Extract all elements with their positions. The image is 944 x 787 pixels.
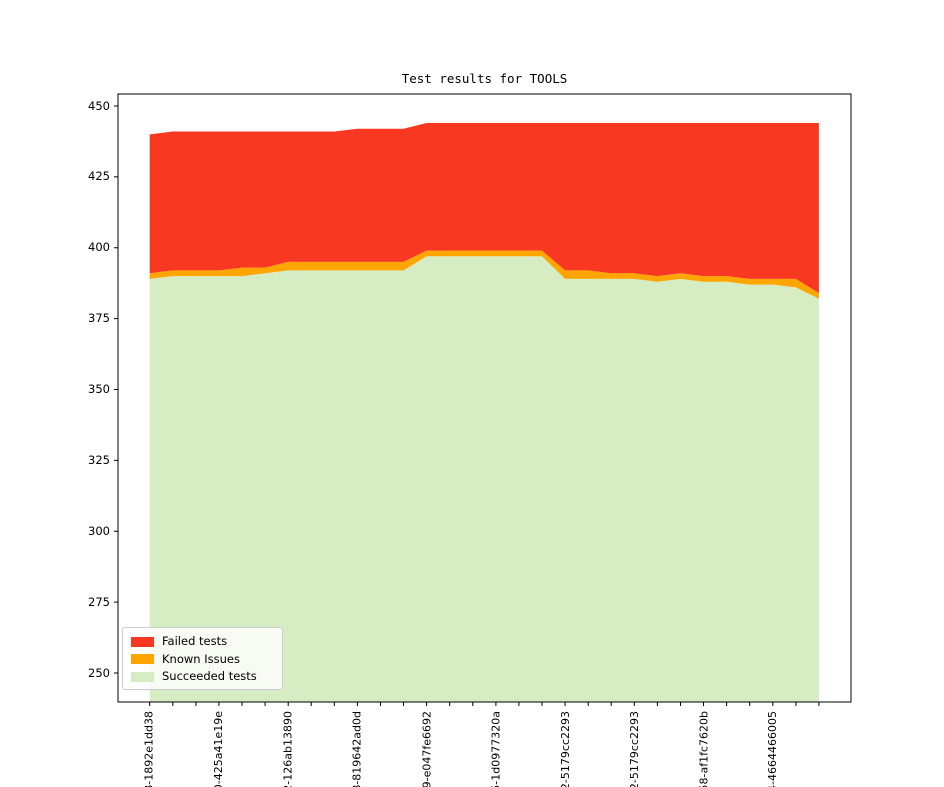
x-tick-label: 34-4664466005 <box>766 711 780 787</box>
y-tick-label: 425 <box>88 169 110 184</box>
y-tick-label: 400 <box>88 240 110 255</box>
x-tick-label: 35-1d0977320a <box>489 711 503 787</box>
legend-swatch-succeeded-tests <box>131 671 154 682</box>
legend-swatch-failed-tests <box>131 636 154 647</box>
y-tick-label: 375 <box>88 311 110 326</box>
area-failed-tests <box>149 123 819 294</box>
y-tick-label: 250 <box>88 665 110 680</box>
y-tick-label: 450 <box>88 98 110 113</box>
legend: Failed tests Known Issues Succeeded test… <box>122 627 283 690</box>
x-tick-label: 00-425a41e19e <box>212 711 226 787</box>
legend-item-succeeded: Succeeded tests <box>131 669 274 684</box>
y-tick-label: 275 <box>88 594 110 609</box>
area-succeeded-tests <box>149 256 819 702</box>
area-known-issues <box>149 250 819 299</box>
x-tick-label: 22-5179cc2293 <box>558 711 572 787</box>
chart-title: Test results for TOOLS <box>401 71 568 86</box>
x-tick-label: 69-e047fe6692 <box>420 711 434 787</box>
legend-swatch-known-issues <box>131 654 154 664</box>
x-tick-label: 28-819642ad0d <box>350 711 364 787</box>
axis-ticks <box>114 105 820 706</box>
x-tick-label: 18-1892e1dd38 <box>143 711 157 787</box>
y-tick-label: 300 <box>88 523 110 538</box>
y-tick-label: 325 <box>88 452 110 467</box>
axes-spines <box>117 93 852 703</box>
legend-label: Failed tests <box>162 634 228 648</box>
x-tick-label: 058-af1fc7620b <box>697 711 711 787</box>
x-tick-label: 22-5179cc2293 <box>627 711 641 787</box>
y-tick-label: 350 <box>88 382 110 396</box>
legend-label: Succeeded tests <box>162 669 257 683</box>
x-tick-label: 62-126ab13890 <box>281 711 295 787</box>
legend-item-known-issues: Known Issues <box>131 652 274 667</box>
legend-item-failed: Failed tests <box>131 634 274 649</box>
legend-label: Known Issues <box>162 651 240 666</box>
